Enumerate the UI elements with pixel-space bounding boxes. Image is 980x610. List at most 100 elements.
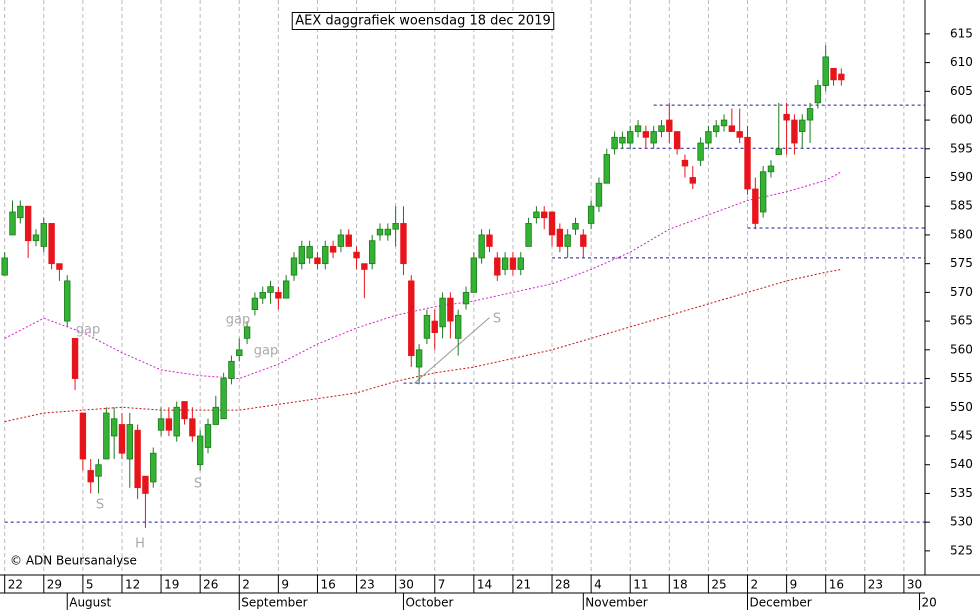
x-tick-label: 30	[907, 578, 922, 592]
x-tick-label: 12	[125, 578, 140, 592]
candle-body	[196, 435, 204, 466]
candle-body	[32, 234, 40, 242]
candle-body	[236, 349, 243, 356]
annotation: S	[493, 312, 501, 327]
candle-body	[110, 418, 118, 437]
candle-body	[204, 424, 212, 448]
candle-body	[337, 234, 345, 247]
month-label: August	[69, 596, 111, 610]
candle-body	[408, 280, 415, 356]
month-label: September	[241, 596, 307, 610]
candle-body	[603, 154, 610, 184]
candle-body	[720, 119, 728, 127]
title-box	[291, 12, 555, 30]
candle-body	[142, 475, 149, 494]
x-tick-label: 18	[672, 578, 687, 592]
month-label: November	[585, 596, 647, 610]
candle-body	[368, 240, 376, 265]
annotation: S	[194, 477, 202, 492]
candle-body	[95, 464, 102, 477]
x-tick-label: 26	[203, 578, 218, 592]
annotation: gap	[226, 313, 250, 328]
candle-body	[314, 257, 321, 265]
candle-body	[306, 246, 313, 259]
candle-body	[486, 234, 493, 247]
trendline	[414, 317, 490, 384]
candle-body	[220, 378, 227, 420]
candle-body	[392, 223, 399, 230]
x-tick-label: 14	[477, 578, 492, 592]
candle-body	[595, 182, 603, 207]
y-tick-label: 535	[950, 486, 973, 500]
x-tick-label: 25	[711, 578, 726, 592]
x-tick-label: 9	[790, 578, 798, 592]
y-tick-label: 595	[950, 141, 973, 155]
y-tick-label: 545	[950, 428, 973, 442]
candle-body	[799, 119, 806, 132]
candle-body	[744, 136, 751, 190]
candle-body	[689, 177, 696, 184]
candle-body	[17, 205, 24, 219]
x-tick-label: 22	[8, 578, 23, 592]
y-tick-label: 555	[950, 371, 973, 385]
candle-body	[87, 470, 94, 483]
candle-body	[619, 136, 626, 144]
candle-body	[103, 412, 110, 460]
candle-body	[118, 424, 126, 454]
x-tick-label: 29	[47, 578, 62, 592]
candle-body	[752, 188, 759, 224]
candle-body	[157, 418, 165, 431]
candle-body	[267, 286, 274, 293]
annotation: S	[96, 498, 104, 513]
candle-body	[361, 263, 368, 270]
candle-body	[517, 257, 524, 270]
y-tick-label: 575	[950, 256, 973, 270]
candle-body	[243, 326, 251, 339]
candle-body	[736, 131, 743, 138]
candle-body	[697, 142, 704, 161]
candle-body	[290, 257, 298, 276]
candle-body	[79, 412, 87, 460]
credit: © ADN Beursanalyse	[10, 554, 137, 568]
candle-body	[1, 257, 8, 276]
x-tick-label: 4	[594, 578, 602, 592]
month-label: October	[405, 596, 453, 610]
candle-body	[548, 211, 556, 236]
x-tick-label: 9	[281, 578, 289, 592]
candle-body	[181, 401, 188, 420]
annotation: H	[135, 537, 145, 552]
month-label: 20	[922, 596, 937, 610]
candle-body	[666, 119, 673, 132]
candle-body	[681, 159, 689, 167]
candle-body	[298, 246, 306, 265]
candle-body	[814, 85, 822, 104]
candle-body	[345, 234, 352, 247]
candle-body	[658, 125, 665, 132]
candle-body	[783, 113, 790, 121]
candle-body	[134, 429, 141, 489]
x-tick-label: 16	[320, 578, 335, 592]
candle-body	[556, 228, 564, 247]
candle-body	[564, 234, 571, 247]
candle-body	[533, 211, 540, 219]
candle-body	[478, 234, 485, 259]
candle-body	[611, 136, 618, 150]
candle-body	[275, 291, 282, 299]
y-tick-label: 600	[950, 113, 973, 127]
candle-body	[830, 67, 837, 81]
candle-body	[634, 125, 642, 132]
y-tick-label: 585	[950, 199, 973, 213]
candle-body	[713, 125, 720, 132]
y-tick-label: 565	[950, 314, 973, 328]
y-tick-label: 530	[950, 515, 973, 529]
y-tick-label: 590	[950, 170, 973, 184]
x-tick-label: 19	[164, 578, 179, 592]
x-tick-label: 21	[516, 578, 531, 592]
y-tick-label: 580	[950, 227, 973, 241]
candle-body	[24, 205, 32, 242]
candle-body	[728, 125, 736, 132]
candle-body	[572, 223, 579, 230]
candle-body	[494, 257, 501, 276]
